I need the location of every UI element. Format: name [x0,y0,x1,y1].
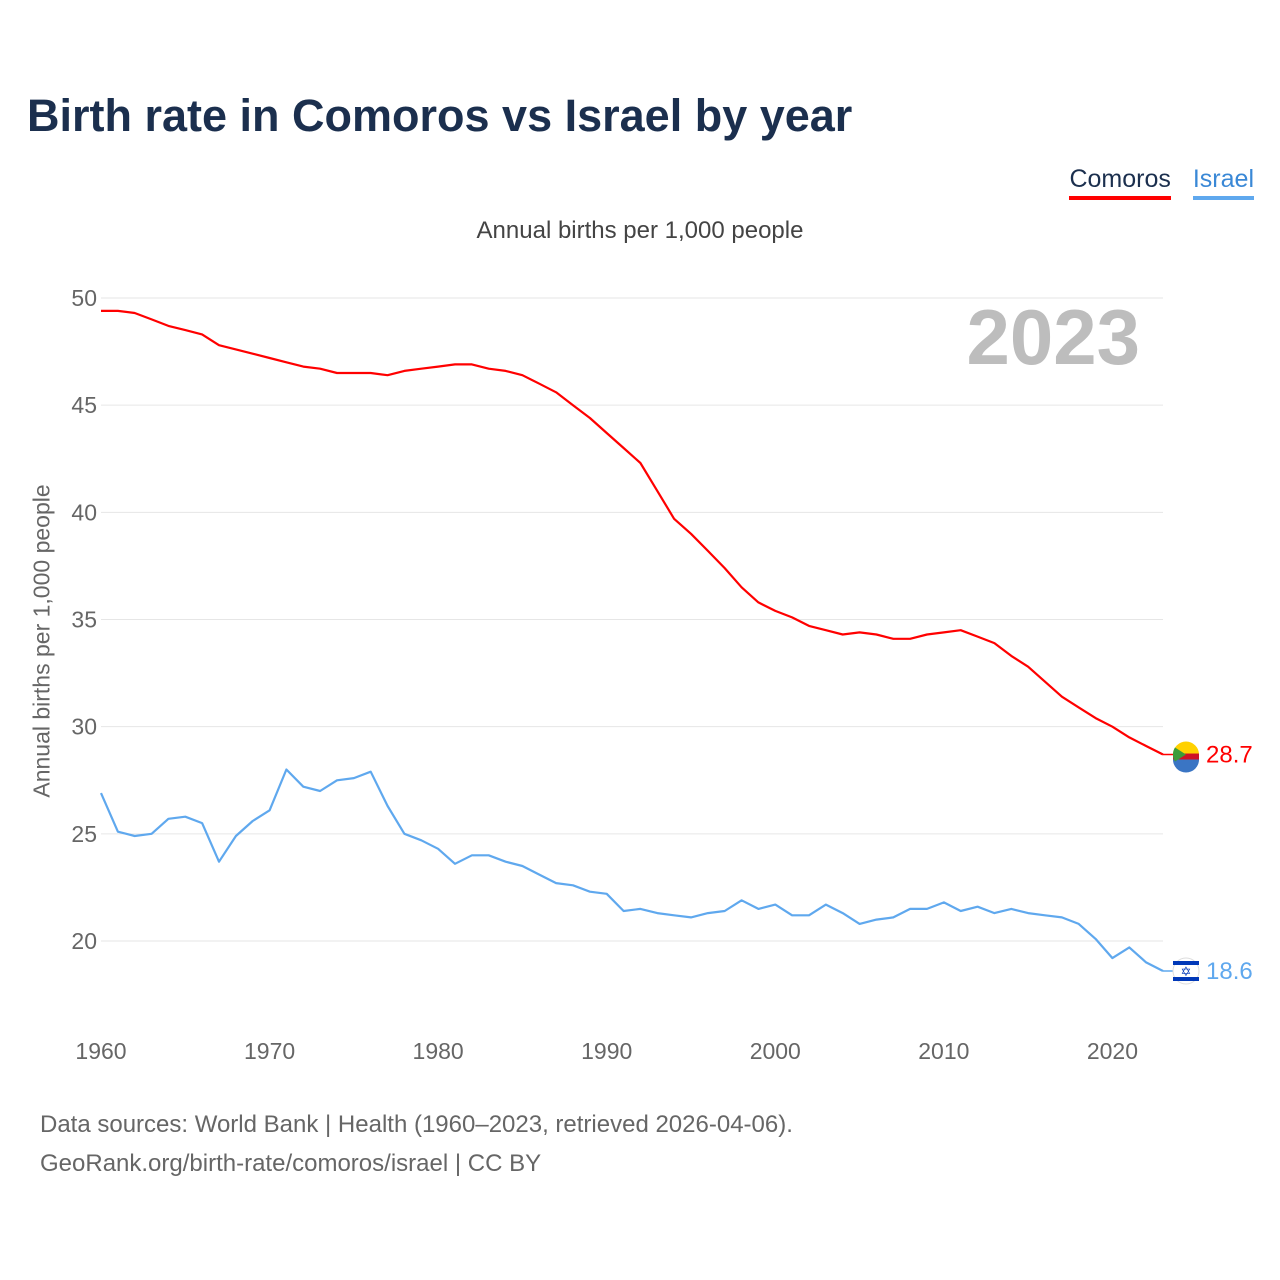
x-tick-label: 1970 [244,1038,295,1064]
source-url-text: GeoRank.org/birth-rate/comoros/israel | … [40,1150,542,1177]
flag-stripe [1173,961,1199,966]
y-tick-label: 35 [71,607,97,633]
x-tick-label: 2000 [750,1038,801,1064]
y-tick-label: 40 [71,499,97,525]
flag-stripe [1173,977,1199,982]
series-line-israel [99,768,1164,972]
chart-subtitle: Annual births per 1,000 people [476,217,804,244]
x-tick-label: 2010 [918,1038,969,1064]
x-tick-label: 1980 [413,1038,464,1064]
y-tick-label: 25 [71,821,97,847]
y-tick-label: 30 [71,714,97,740]
x-tick-label: 1960 [75,1038,126,1064]
flag-stripe [1173,753,1199,761]
legend: Comoros Israel [1069,165,1254,200]
legend-item-comoros[interactable]: Comoros [1069,165,1171,200]
x-tick-label: 1990 [581,1038,632,1064]
y-tick-label: 45 [71,392,97,418]
flag-triangle [1172,747,1186,762]
flag-stripe [1173,759,1199,773]
y-tick-label: 50 [71,285,97,311]
chart-title: Birth rate in Comoros vs Israel by year [27,90,853,141]
legend-item-israel[interactable]: Israel [1192,165,1254,200]
series-line-comoros [101,309,1164,756]
year-badge: 2023 [966,293,1140,381]
end-value-label: 18.6 [1206,958,1253,985]
star-of-david-icon: ✡ [1181,964,1192,979]
end-value-label: 28.7 [1206,742,1253,769]
data-source-text: Data sources: World Bank | Health (1960–… [40,1111,793,1138]
y-tick-label: 20 [71,928,97,954]
footer: Data sources: World Bank | Health (1960–… [40,1105,793,1183]
x-tick-label: 2020 [1087,1038,1138,1064]
